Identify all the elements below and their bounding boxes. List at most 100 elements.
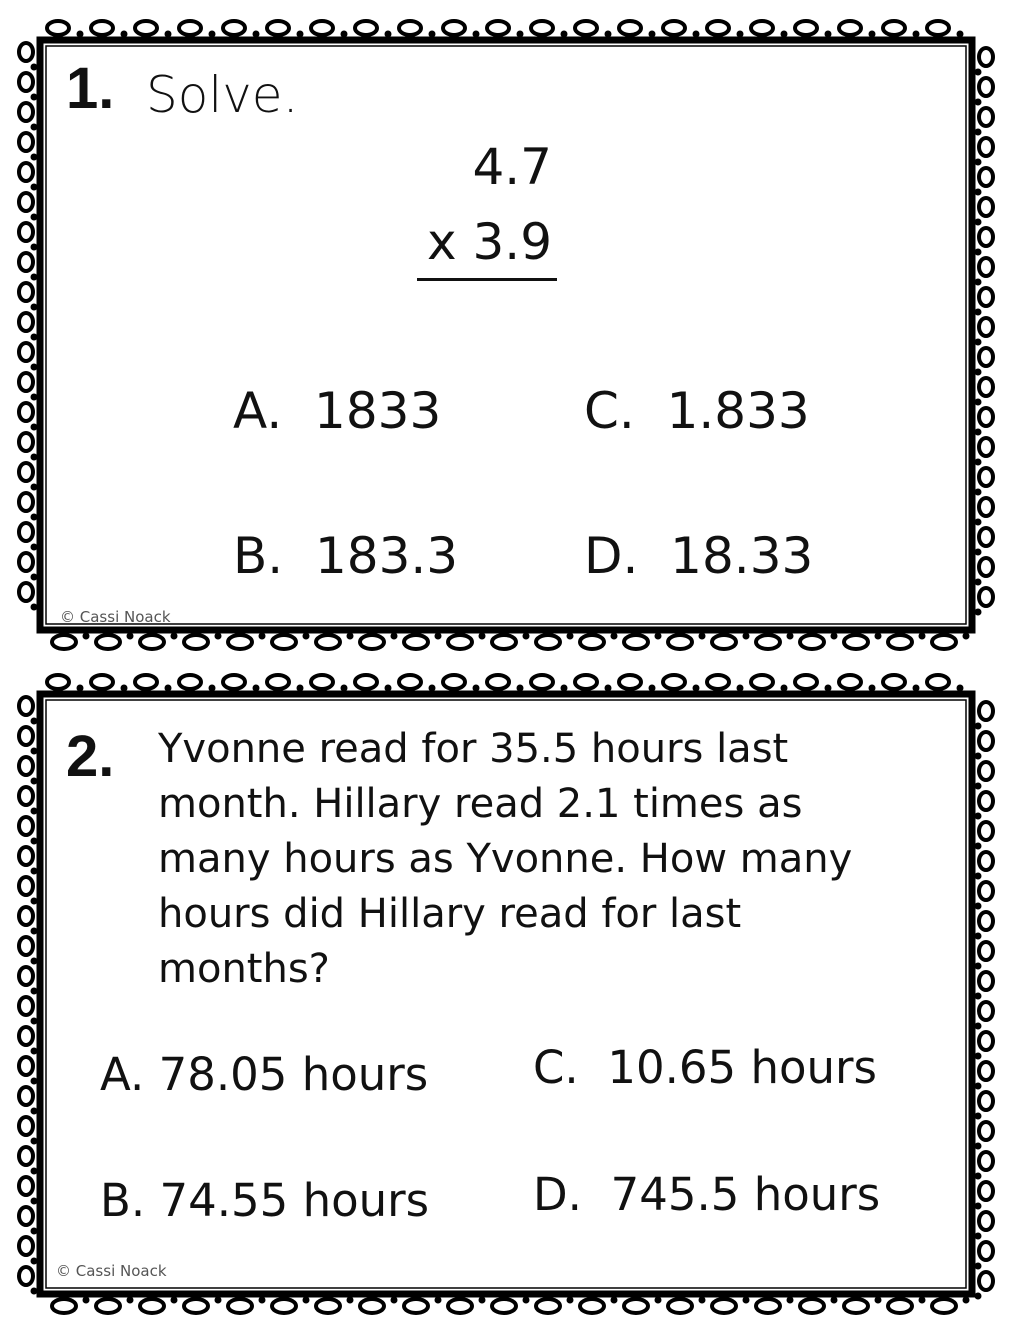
loop-mark (17, 551, 35, 573)
dot-mark (974, 248, 982, 256)
loop-mark (977, 970, 995, 992)
dot-mark (974, 338, 982, 346)
loop-mark (977, 136, 995, 158)
loop-mark (881, 19, 907, 37)
dot-mark (252, 30, 260, 38)
loop-mark (977, 76, 995, 98)
dot-mark (30, 1257, 38, 1265)
dot-mark (974, 962, 982, 970)
choice-d[interactable]: D. 18.33 (584, 527, 814, 585)
loop-mark (573, 673, 599, 691)
loop-mark (798, 633, 826, 651)
dot-mark (30, 987, 38, 995)
loop-mark (490, 633, 518, 651)
dot-mark (918, 1296, 926, 1304)
dot-mark (30, 957, 38, 965)
loop-mark (441, 19, 467, 37)
loop-mark (977, 1120, 995, 1142)
dot-mark (974, 842, 982, 850)
dot-mark (30, 123, 38, 131)
dot-mark (76, 30, 84, 38)
dot-mark (654, 632, 662, 640)
dot-mark (742, 632, 750, 640)
loop-mark (749, 673, 775, 691)
loop-mark (925, 19, 951, 37)
loop-mark (309, 19, 335, 37)
dot-mark (610, 1296, 618, 1304)
loop-mark (977, 790, 995, 812)
loop-mark (977, 226, 995, 248)
frame-outline (36, 36, 976, 634)
loop-mark (837, 19, 863, 37)
dot-mark (30, 1017, 38, 1025)
dot-mark (974, 608, 982, 616)
dot-mark (974, 398, 982, 406)
dot-mark (30, 1137, 38, 1145)
dot-mark (974, 68, 982, 76)
dot-mark (974, 992, 982, 1000)
loop-mark (265, 673, 291, 691)
dot-mark (692, 30, 700, 38)
dot-mark (522, 632, 530, 640)
loop-mark (17, 995, 35, 1017)
loop-mark (94, 633, 122, 651)
dot-mark (30, 393, 38, 401)
choice-c[interactable]: C. 10.65 hours (533, 1041, 877, 1094)
loop-mark (446, 633, 474, 651)
dot-mark (698, 1296, 706, 1304)
dot-mark (340, 30, 348, 38)
choice-d[interactable]: D. 745.5 hours (533, 1168, 881, 1221)
loop-mark (705, 673, 731, 691)
loop-mark (17, 1085, 35, 1107)
loop-mark (89, 673, 115, 691)
loop-mark (17, 341, 35, 363)
dot-mark (974, 872, 982, 880)
card-1-doodle-border (17, 19, 995, 651)
dot-mark (974, 722, 982, 730)
choice-c[interactable]: C. 1.833 (584, 382, 810, 440)
loop-mark (798, 1297, 826, 1315)
dot-mark (30, 243, 38, 251)
loop-mark (397, 673, 423, 691)
dot-mark (974, 128, 982, 136)
dot-mark (912, 684, 920, 692)
choice-a[interactable]: A. 78.05 hours (100, 1048, 429, 1101)
dot-mark (208, 30, 216, 38)
loop-mark (886, 1297, 914, 1315)
dot-mark (30, 837, 38, 845)
dot-mark (974, 812, 982, 820)
loop-mark (50, 1297, 78, 1315)
dot-mark (390, 632, 398, 640)
loop-mark (17, 101, 35, 123)
loop-mark (265, 19, 291, 37)
choice-b[interactable]: B. 183.3 (233, 527, 459, 585)
dot-mark (974, 932, 982, 940)
loop-mark (842, 1297, 870, 1315)
dot-mark (974, 1202, 982, 1210)
loop-mark (17, 371, 35, 393)
choice-b[interactable]: B. 74.55 hours (100, 1174, 430, 1227)
dot-mark (30, 747, 38, 755)
loop-mark (270, 1297, 298, 1315)
dot-mark (126, 1296, 134, 1304)
dot-mark (302, 1296, 310, 1304)
loop-mark (886, 633, 914, 651)
dot-mark (566, 632, 574, 640)
dot-mark (974, 428, 982, 436)
choice-a[interactable]: A. 1833 (233, 382, 442, 440)
loop-mark (17, 1235, 35, 1257)
loop-mark (17, 491, 35, 513)
dot-mark (604, 684, 612, 692)
loop-mark (17, 161, 35, 183)
loop-mark (977, 346, 995, 368)
loop-mark (485, 19, 511, 37)
dot-mark (648, 30, 656, 38)
dot-mark (472, 30, 480, 38)
loop-mark (17, 905, 35, 927)
dot-mark (346, 632, 354, 640)
dot-mark (974, 1052, 982, 1060)
loop-mark (977, 1090, 995, 1112)
loop-mark (977, 940, 995, 962)
loop-mark (221, 19, 247, 37)
